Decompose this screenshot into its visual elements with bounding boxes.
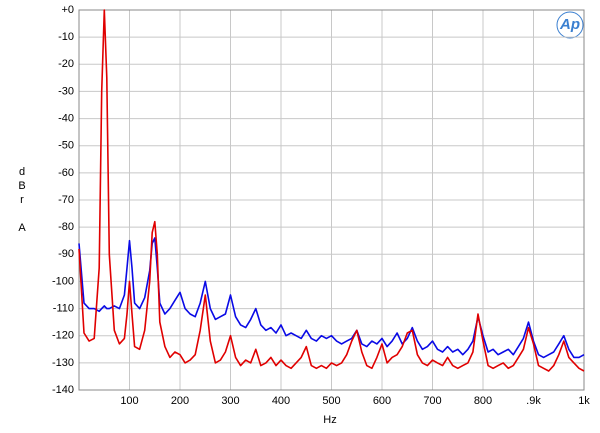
y-tick-label: -50	[58, 140, 74, 152]
logo-ring	[556, 11, 584, 39]
y-tick-label: -90	[58, 248, 74, 260]
y-tick-label: +0	[61, 4, 74, 16]
y-tick-label: -80	[58, 221, 74, 233]
x-tick-label: 1k	[578, 395, 590, 407]
y-tick-label: -100	[52, 275, 74, 287]
y-tick-label: -10	[58, 31, 74, 43]
y-tick-label: -120	[52, 330, 74, 342]
logo: Ap	[559, 16, 580, 33]
x-axis-label: Hz	[323, 414, 336, 426]
x-tick-label: 400	[272, 395, 290, 407]
y-tick-label: -30	[58, 85, 74, 97]
x-tick-label: 200	[171, 395, 189, 407]
y-tick-label: -130	[52, 357, 74, 369]
y-tick-label: -60	[58, 167, 74, 179]
y-tick-label: -70	[58, 194, 74, 206]
x-tick-label: 500	[322, 395, 340, 407]
plot-frame	[78, 9, 585, 391]
series-line	[78, 237, 585, 359]
x-tick-label: 600	[373, 395, 391, 407]
y-tick-label: -110	[53, 302, 74, 314]
y-tick-label: -140	[52, 384, 74, 396]
series-line	[78, 9, 585, 372]
x-tick-label: 800	[474, 395, 492, 407]
x-tick-label: 100	[120, 395, 138, 407]
x-tick-label: 700	[423, 395, 441, 407]
y-tick-label: -20	[58, 58, 74, 70]
y-tick-label: -40	[58, 112, 74, 124]
x-tick-label: 300	[221, 395, 239, 407]
x-tick-label: .9k	[526, 395, 541, 407]
